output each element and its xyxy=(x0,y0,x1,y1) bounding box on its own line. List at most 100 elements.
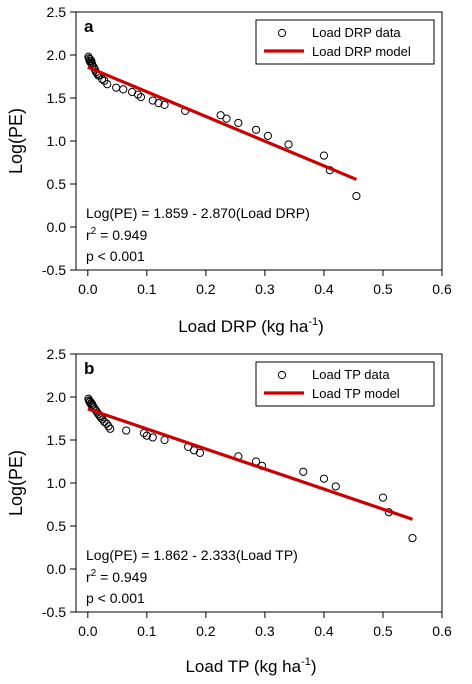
data-point xyxy=(148,433,157,442)
data-point xyxy=(112,83,121,92)
y-tick-label: 0.0 xyxy=(47,561,67,577)
data-point xyxy=(319,474,329,483)
y-tick-label: 0.5 xyxy=(47,176,67,192)
data-point xyxy=(122,426,131,435)
panel-a: -0.50.00.51.01.52.02.5 0.0 0.1 0.2 0.3 0.4 0.… xyxy=(6,4,452,336)
data-point xyxy=(263,131,272,140)
y-tick-label: -0.5 xyxy=(42,262,66,278)
y-ticks: -0.5 0.0 0.5 1.0 1.5 2.0 2.5 xyxy=(42,346,76,620)
data-point xyxy=(251,125,261,134)
data-point xyxy=(319,151,329,160)
data-point xyxy=(234,118,243,128)
data-point xyxy=(408,533,417,543)
data-point xyxy=(142,431,151,440)
x-tick-label: 0.2 xyxy=(196,623,216,639)
data-point xyxy=(378,493,388,502)
model-line xyxy=(87,407,413,521)
x-axis-label-sup: -1 xyxy=(301,656,311,668)
legend-data-marker xyxy=(277,28,287,38)
x-ticks: 0.0 0.1 0.2 0.3 0.4 0.5 0.6 xyxy=(78,270,452,297)
legend-box xyxy=(255,19,435,65)
regression-equation: Log(PE) = 1.859 - 2.870(Load DRP) xyxy=(86,205,310,221)
data-point xyxy=(284,140,293,149)
x-axis-label: Load TP (kg ha-1) xyxy=(185,656,316,676)
legend-box xyxy=(255,361,435,407)
x-tick-label: 0.4 xyxy=(314,281,334,297)
panel-label: b xyxy=(84,359,94,378)
x-tick-label: 0.3 xyxy=(255,623,275,639)
x-axis-label: Load DRP (kg ha-1) xyxy=(178,316,324,336)
r-squared-sup: 2 xyxy=(91,226,97,237)
x-tick-label: 0.1 xyxy=(137,281,157,297)
x-axis-label-close: ) xyxy=(311,657,317,676)
data-point xyxy=(195,448,205,457)
legend-model-label: Load TP model xyxy=(312,386,400,401)
y-tick-label: 2.0 xyxy=(47,389,67,405)
x-ticks: 0.0 0.1 0.2 0.3 0.4 0.5 0.6 xyxy=(78,612,452,639)
panel-b: -0.50.00.51.01.52.02.5 0.0 0.1 0.2 0.3 0.4 0.… xyxy=(6,346,452,676)
x-axis-label-main: Load TP (kg ha xyxy=(185,657,301,676)
data-point xyxy=(100,417,109,427)
r-squared-prefix: r xyxy=(86,569,91,585)
x-axis-label-close: ) xyxy=(318,317,324,336)
data-point xyxy=(97,74,107,84)
y-ticks: -0.5 0.0 0.5 1.0 1.5 2.0 2.5 xyxy=(42,4,76,278)
r-squared-prefix: r xyxy=(86,227,91,243)
x-axis-label-sup: -1 xyxy=(308,316,318,328)
y-tick-label: 2.0 xyxy=(47,47,67,63)
y-axis-label: Log(PE) xyxy=(6,450,26,516)
y-tick-label: 1.5 xyxy=(47,432,67,448)
plot-area xyxy=(84,394,417,543)
y-tick-label: -0.5 xyxy=(42,604,66,620)
data-point xyxy=(98,415,107,424)
r-squared: r2 = 0.949 xyxy=(86,568,147,585)
data-point xyxy=(222,114,231,123)
x-tick-label: 0.6 xyxy=(432,281,452,297)
x-tick-label: 0.0 xyxy=(78,281,98,297)
data-point xyxy=(136,93,146,102)
data-point xyxy=(133,90,143,99)
x-tick-label: 0.4 xyxy=(314,623,334,639)
x-tick-label: 0.0 xyxy=(78,623,98,639)
legend-model-label: Load DRP model xyxy=(312,44,411,59)
data-point xyxy=(154,99,163,108)
y-tick-label: 0.5 xyxy=(47,518,67,534)
plot-area xyxy=(84,52,361,201)
p-value: p < 0.001 xyxy=(86,590,145,606)
p-value: p < 0.001 xyxy=(86,248,145,264)
x-tick-label: 0.5 xyxy=(373,623,393,639)
panel-label: a xyxy=(84,17,94,36)
legend: Load DRP data Load DRP model xyxy=(255,19,435,65)
x-tick-label: 0.2 xyxy=(196,281,216,297)
data-point xyxy=(106,424,115,433)
data-points xyxy=(84,52,361,201)
x-tick-label: 0.3 xyxy=(255,281,275,297)
data-point xyxy=(160,100,169,109)
legend: Load TP data Load TP model xyxy=(255,361,435,407)
r-squared-value: = 0.949 xyxy=(96,227,147,243)
data-point xyxy=(216,111,225,120)
x-axis-label-main: Load DRP (kg ha xyxy=(178,317,309,336)
y-tick-label: 1.0 xyxy=(47,133,67,149)
x-tick-label: 0.6 xyxy=(432,623,452,639)
data-point xyxy=(119,85,128,94)
y-tick-label: 2.5 xyxy=(47,346,67,362)
legend-data-label: Load DRP data xyxy=(312,25,401,40)
legend-data-marker xyxy=(277,370,287,380)
r-squared-value: = 0.949 xyxy=(96,569,147,585)
x-tick-label: 0.5 xyxy=(373,281,393,297)
y-tick-label: 1.0 xyxy=(47,475,67,491)
data-point xyxy=(352,191,361,201)
model-line xyxy=(87,65,358,181)
data-point xyxy=(104,422,113,431)
y-tick-label: 0.0 xyxy=(47,219,67,235)
data-point xyxy=(331,482,340,491)
data-point xyxy=(103,80,112,89)
y-tick-label: 2.5 xyxy=(47,4,67,20)
legend-data-label: Load TP data xyxy=(312,367,390,382)
r-squared: r2 = 0.949 xyxy=(86,226,147,243)
regression-equation: Log(PE) = 1.862 - 2.333(Load TP) xyxy=(86,547,298,563)
data-point xyxy=(299,467,308,476)
r-squared-sup: 2 xyxy=(91,568,97,579)
